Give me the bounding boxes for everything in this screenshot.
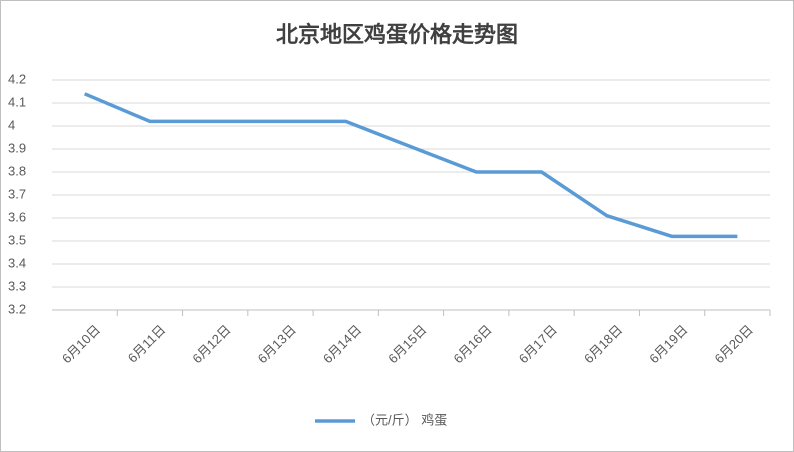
y-tick-label: 3.8 <box>8 163 26 178</box>
y-tick-label: 3.5 <box>8 232 26 247</box>
y-tick-label: 4.1 <box>8 94 26 109</box>
chart-title: 北京地区鸡蛋价格走势图 <box>276 22 518 47</box>
y-tick-label: 4 <box>8 117 15 132</box>
line-series <box>83 92 738 239</box>
y-tick-label: 3.4 <box>8 255 26 270</box>
y-tick-label: 3.6 <box>8 209 26 224</box>
legend-label: （元/斤） 鸡蛋 <box>362 412 447 427</box>
y-tick-label: 3.7 <box>8 186 26 201</box>
y-tick-label: 3.3 <box>8 278 26 293</box>
y-tick-label: 3.9 <box>8 140 26 155</box>
y-tick-label: 3.2 <box>8 301 26 316</box>
y-tick-label: 4.2 <box>8 71 26 86</box>
